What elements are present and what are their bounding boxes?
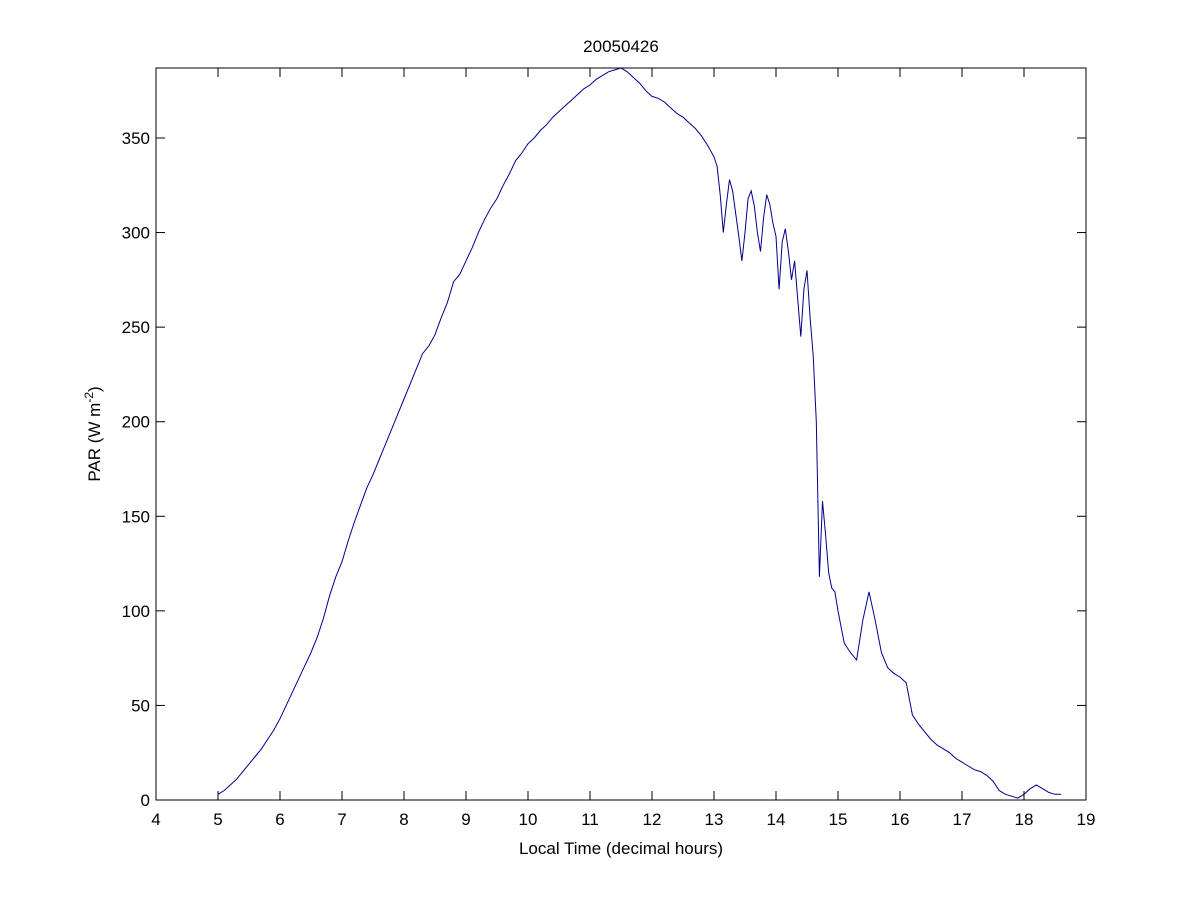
x-tick-label: 10 (519, 810, 538, 829)
x-tick-label: 9 (461, 810, 470, 829)
y-axis-label-sup: -2 (82, 392, 96, 403)
x-tick-label: 11 (581, 810, 599, 829)
x-tick-label: 12 (643, 810, 662, 829)
y-tick-label: 0 (141, 791, 150, 810)
plot-frame (155, 67, 1087, 801)
x-axis-ticks: 4 5 6 7 8 9 10 11 12 13 14 15 16 17 18 19 (151, 68, 1095, 829)
y-tick-label: 100 (122, 602, 150, 621)
y-tick-label: 300 (122, 224, 150, 243)
y-tick-label: 350 (122, 129, 150, 148)
x-tick-label: 17 (953, 810, 972, 829)
y-axis-ticks: 0 50 100 150 200 250 300 350 (122, 129, 1086, 810)
x-tick-label: 4 (151, 810, 160, 829)
y-axis-label: PAR (W m-2) (82, 386, 104, 481)
x-axis-label: Local Time (decimal hours) (519, 839, 723, 858)
x-tick-label: 18 (1015, 810, 1034, 829)
x-tick-label: 5 (213, 810, 222, 829)
x-tick-label: 8 (399, 810, 408, 829)
x-tick-label: 14 (767, 810, 786, 829)
y-axis-label-close: ) (85, 386, 104, 392)
x-tick-label: 13 (705, 810, 724, 829)
plot-area (156, 68, 1086, 800)
x-tick-label: 7 (337, 810, 346, 829)
x-tick-label: 19 (1077, 810, 1096, 829)
y-tick-label: 200 (122, 413, 150, 432)
x-tick-label: 6 (275, 810, 284, 829)
chart-title: 20050426 (583, 37, 659, 56)
x-tick-label: 15 (829, 810, 848, 829)
x-tick-label: 16 (891, 810, 910, 829)
par-series-line (217, 68, 1062, 799)
y-tick-label: 250 (122, 318, 150, 337)
y-tick-label: 150 (122, 507, 150, 526)
y-axis-label-main: PAR (W m (85, 403, 104, 482)
y-tick-label: 50 (131, 696, 150, 715)
